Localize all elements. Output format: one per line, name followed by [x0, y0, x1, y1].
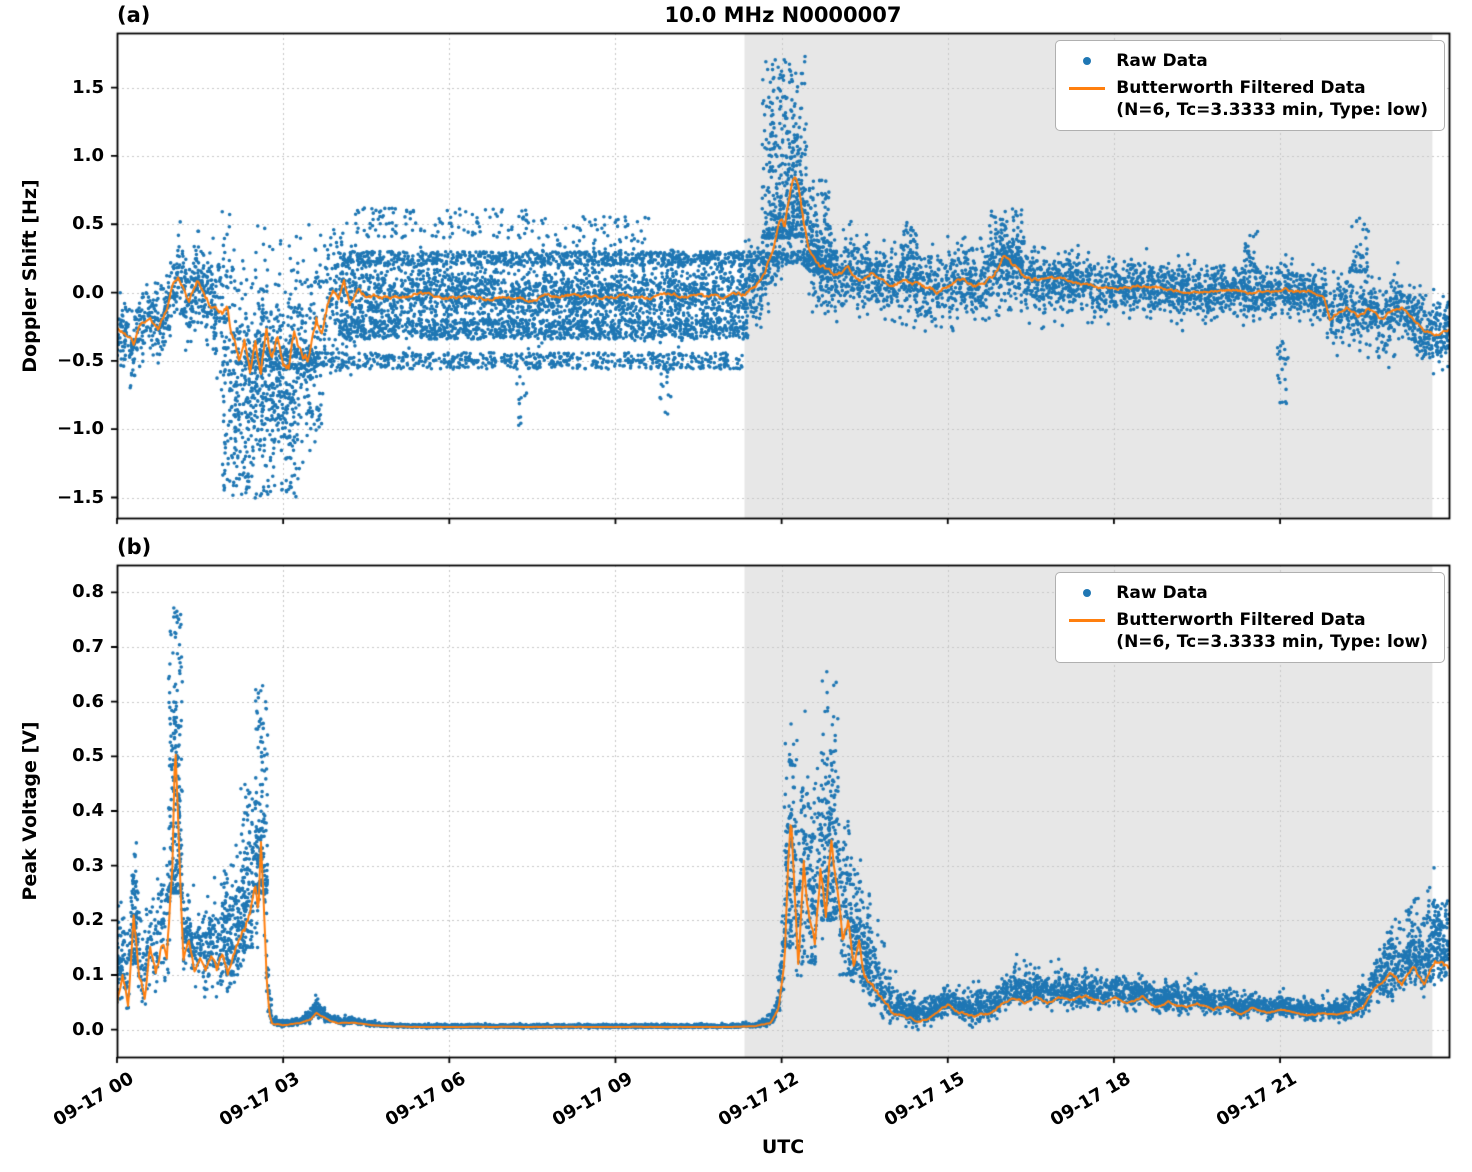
- panel-b-legend: Raw Data Butterworth Filtered Data (N=6, …: [1055, 572, 1445, 664]
- raw-data-marker-cell: [1066, 50, 1108, 72]
- legend-entry-raw: Raw Data: [1066, 50, 1428, 72]
- filtered-data-label: Butterworth Filtered Data (N=6, Tc=3.3333…: [1116, 77, 1428, 121]
- y-tick-label: 0.0: [72, 281, 104, 303]
- panel-b-tag: (b): [117, 535, 152, 559]
- panel-a-legend: Raw Data Butterworth Filtered Data (N=6, …: [1055, 40, 1445, 132]
- filtered-data-marker-cell: [1066, 77, 1108, 99]
- raw-data-dot-icon: [1083, 589, 1092, 597]
- legend-entry-filtered: Butterworth Filtered Data (N=6, Tc=3.3333…: [1066, 609, 1428, 653]
- filtered-label-line2: (N=6, Tc=3.3333 min, Type: low): [1116, 632, 1428, 653]
- filtered-label-line1: Butterworth Filtered Data: [1116, 78, 1366, 99]
- y-tick-label: −1.0: [57, 418, 104, 440]
- y-tick-label: 0.5: [72, 745, 104, 767]
- panel-a-tag: (a): [117, 3, 151, 27]
- filtered-line-icon: [1069, 618, 1106, 622]
- y-tick-label: 0.8: [72, 581, 104, 603]
- raw-data-dot-icon: [1083, 57, 1092, 65]
- y-tick-label: 0.2: [72, 909, 104, 931]
- y-tick-label: 1.5: [72, 76, 104, 98]
- y-tick-label: 1.0: [72, 144, 104, 166]
- figure-title: 10.0 MHz N0000007: [664, 3, 902, 27]
- x-axis-label: UTC: [761, 1136, 805, 1158]
- y-tick-label: −0.5: [57, 349, 104, 371]
- y-tick-label: −1.5: [57, 486, 104, 508]
- filtered-label-line2: (N=6, Tc=3.3333 min, Type: low): [1116, 100, 1428, 121]
- y-tick-label: 0.5: [72, 213, 104, 235]
- panel-a-y-axis-label: Doppler Shift [Hz]: [19, 179, 41, 373]
- raw-data-marker-cell: [1066, 582, 1108, 604]
- y-tick-label: 0.3: [72, 854, 104, 876]
- filtered-data-marker-cell: [1066, 609, 1108, 631]
- legend-entry-raw: Raw Data: [1066, 582, 1428, 604]
- y-tick-label: 0.6: [72, 690, 104, 712]
- filtered-data-label: Butterworth Filtered Data (N=6, Tc=3.3333…: [1116, 609, 1428, 653]
- raw-data-label: Raw Data: [1116, 583, 1208, 603]
- legend-entry-filtered: Butterworth Filtered Data (N=6, Tc=3.3333…: [1066, 77, 1428, 121]
- y-tick-label: 0.4: [72, 800, 104, 821]
- y-tick-label: 0.0: [72, 1018, 104, 1040]
- y-tick-label: 0.7: [72, 636, 104, 657]
- filtered-line-icon: [1069, 86, 1106, 90]
- raw-data-label: Raw Data: [1116, 51, 1208, 71]
- y-tick-label: 0.1: [72, 964, 104, 985]
- filtered-label-line1: Butterworth Filtered Data: [1116, 610, 1366, 631]
